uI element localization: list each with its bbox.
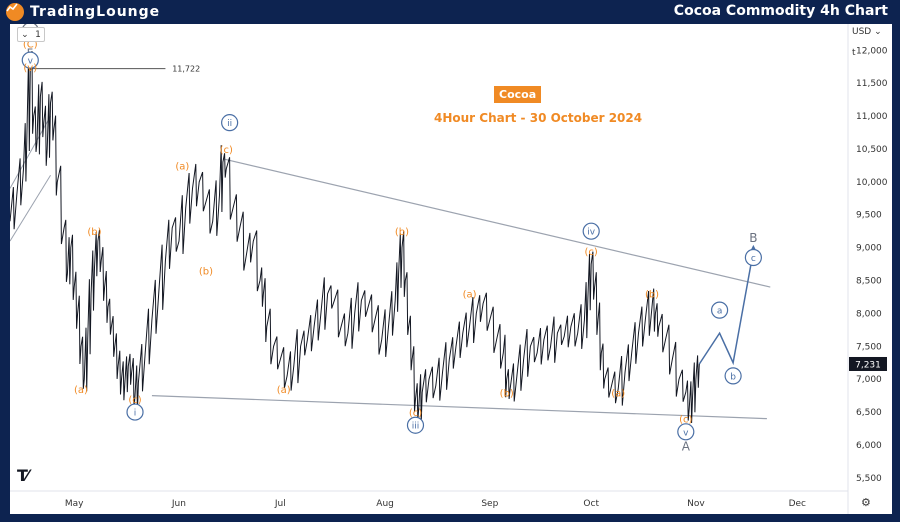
wave-label: (b) <box>645 290 659 301</box>
chevron-down-icon: ⌄ <box>874 27 882 37</box>
y-tick-label: 8,000 <box>856 309 882 319</box>
frame-bottom <box>0 514 900 522</box>
wave-label: (a) <box>277 385 291 396</box>
chart-area[interactable]: 5,500 6,000 6,500 7,000 7,500 8,000 8,500 9,000… <box>10 24 892 514</box>
chart-title: Cocoa Commodity 4h Chart <box>673 3 888 19</box>
interval-selector[interactable]: ⌄ 1 <box>17 27 45 42</box>
y-tick-label: 12,000 <box>856 46 888 56</box>
wave-label: A <box>682 439 691 453</box>
x-tick-label: Sep <box>481 499 498 509</box>
wave-label-circle <box>724 367 742 385</box>
wave-label: (C) <box>23 40 38 51</box>
scale-mode-label[interactable]: t <box>852 48 856 58</box>
high-marker-label: 11,722 <box>172 65 200 74</box>
wave-label-circle <box>582 222 600 240</box>
wave-label: iii <box>412 422 420 432</box>
price-axis <box>848 24 892 514</box>
wave-label: (v) <box>23 63 37 74</box>
wave-label: (a) <box>175 161 189 172</box>
x-tick-label: Oct <box>583 499 599 509</box>
x-tick-label: Aug <box>376 499 394 509</box>
trendline <box>222 158 771 288</box>
x-tick-label: Jul <box>274 499 286 509</box>
y-tick-label: 7,500 <box>856 342 882 352</box>
frame-left <box>0 24 10 522</box>
wave-label: v <box>683 428 689 438</box>
y-tick-label: 6,500 <box>856 408 882 418</box>
wave-label: (b) <box>500 388 514 399</box>
y-tick-label: 9,000 <box>856 244 882 254</box>
price-chart[interactable]: 5,500 6,000 6,500 7,000 7,500 8,000 8,500 9,000… <box>10 24 892 514</box>
logo-icon <box>6 3 24 21</box>
y-tick-label: 8,500 <box>856 277 882 287</box>
wave-label-circle <box>126 403 144 421</box>
wave-label: (a) <box>611 388 625 399</box>
wave-label: iv <box>587 228 596 238</box>
y-tick-label: 10,500 <box>856 145 888 155</box>
currency-selector[interactable]: USD ⌄ <box>852 27 882 37</box>
brand-name: TradingLounge <box>30 4 161 20</box>
chevron-down-icon: ⌄ <box>21 29 29 40</box>
chart-badge: Cocoa <box>494 86 542 103</box>
wave-label-circle <box>677 423 695 441</box>
wave-label: c <box>751 254 756 264</box>
channel-line <box>10 115 51 189</box>
wave-label: (b) <box>395 227 409 238</box>
x-tick-label: Dec <box>789 499 806 509</box>
wave-label-circle <box>21 51 39 69</box>
wave-label: i <box>134 409 137 419</box>
wave-label: a <box>717 307 723 317</box>
wave-label: v <box>28 57 34 67</box>
tradingview-logo[interactable]: T⁄ <box>17 466 29 485</box>
currency-label: USD <box>852 27 872 37</box>
projection-path <box>698 250 755 366</box>
wave-label-circle <box>744 248 762 267</box>
interval-label: 1 <box>35 29 41 40</box>
x-tick-label: Jun <box>171 499 186 509</box>
chart-subtitle: 4Hour Chart - 30 October 2024 <box>434 111 643 125</box>
wave-label-circle <box>710 301 729 319</box>
wave-label: (b) <box>87 227 101 238</box>
x-tick-label: May <box>65 499 84 509</box>
x-tick-label: Nov <box>687 499 705 509</box>
trendline <box>151 395 767 420</box>
y-tick-label: 11,500 <box>856 79 888 89</box>
header-bar: TradingLounge Cocoa Commodity 4h Chart <box>0 0 900 24</box>
y-tick-label: 7,000 <box>856 375 882 385</box>
y-tick-label: 6,000 <box>856 441 882 451</box>
wave-label: (a) <box>74 385 88 396</box>
wave-label: (c) <box>128 395 141 406</box>
wave-label-circle <box>221 114 239 132</box>
current-price-tag <box>849 356 887 371</box>
gear-icon[interactable]: ⚙ <box>861 496 871 509</box>
wave-label: B <box>749 231 757 245</box>
wave-label: ii <box>227 119 232 129</box>
wave-label: b <box>730 372 736 382</box>
wave-label-circle <box>406 416 425 434</box>
price-series-line <box>10 50 700 424</box>
wave-label: (c) <box>220 145 233 156</box>
wave-label: (c) <box>409 408 422 419</box>
channel-line <box>10 175 51 242</box>
y-tick-label: 9,500 <box>856 211 882 221</box>
wave-label: (a) <box>463 290 477 301</box>
y-tick-label: 10,000 <box>856 178 888 188</box>
frame-right <box>892 24 900 522</box>
brand-logo[interactable]: TradingLounge <box>6 2 160 22</box>
wave-label: (b) <box>199 267 213 278</box>
y-tick-label: 5,500 <box>856 474 882 484</box>
wave-label: (c) <box>679 415 692 426</box>
wave-label: (c) <box>585 247 598 258</box>
current-price-label: 7,231 <box>855 360 881 370</box>
y-tick-label: 11,000 <box>856 112 888 122</box>
